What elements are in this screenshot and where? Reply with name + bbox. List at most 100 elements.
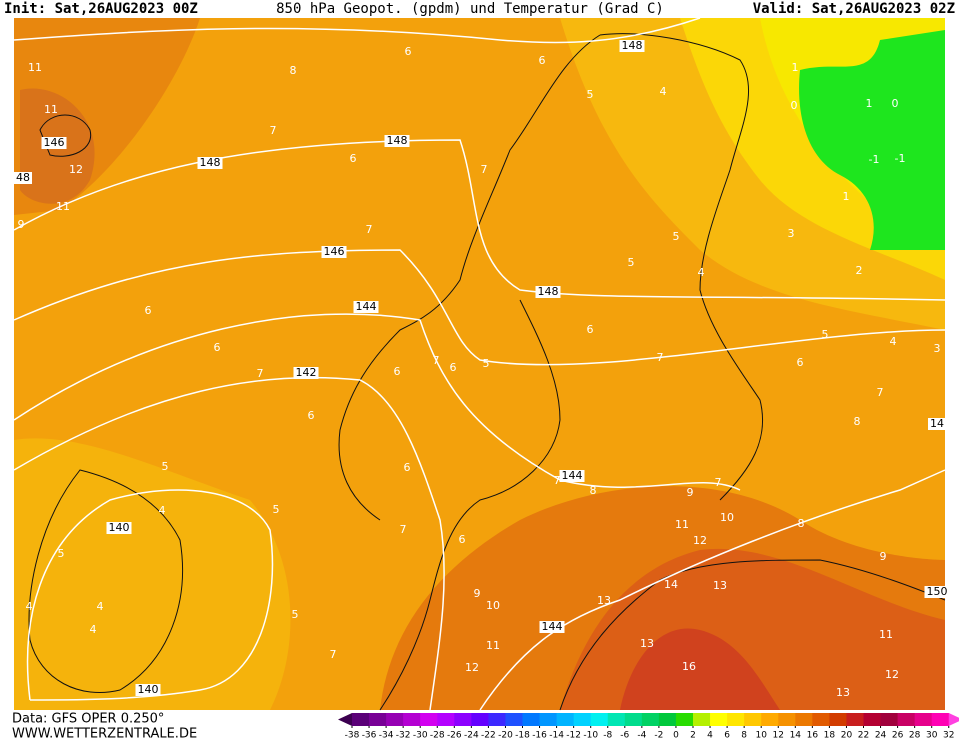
geopotential-contours [13, 17, 946, 711]
colorbar-label: 10 [755, 731, 767, 741]
geopotential-label: 148 [538, 285, 559, 298]
geopotential-label: 140 [138, 683, 159, 696]
contour [13, 139, 946, 301]
temperature-label: 7 [481, 163, 488, 176]
colorbar-arrow [948, 713, 959, 726]
temperature-label: 12 [465, 661, 479, 674]
temperature-label: 9 [474, 587, 481, 600]
colorbar-segment [437, 713, 455, 726]
colorbar-segment [624, 713, 643, 726]
colorbar-label: -22 [481, 731, 496, 741]
geopotential-label: 144 [542, 620, 563, 633]
temperature-label: 1 [792, 61, 799, 74]
temperature-label: 2 [856, 264, 863, 277]
temperature-label: 5 [162, 460, 169, 473]
temperature-label: 9 [880, 550, 887, 563]
temperature-label: 14 [664, 578, 678, 591]
init-time: Init: Sat,26AUG2023 00Z [4, 1, 198, 17]
colorbar-label: -32 [396, 731, 411, 741]
temperature-label: 7 [330, 648, 337, 661]
temperature-label: 11 [56, 200, 70, 213]
temperature-label: 5 [628, 256, 635, 269]
geopotential-label-box [619, 40, 645, 52]
colorbar-segment [658, 713, 677, 726]
temperature-label: 5 [58, 547, 65, 560]
map: 1481481481461461441421481441441401401501… [13, 17, 950, 711]
geopotential-label-box [924, 586, 950, 598]
colorbar-segment [607, 713, 626, 726]
temperature-label: 6 [308, 409, 315, 422]
contour [13, 376, 445, 711]
colorbar-segment [744, 713, 762, 726]
temperature-label: 13 [836, 686, 850, 699]
geopotential-label-box [197, 157, 223, 169]
colorbar-label: -6 [620, 731, 629, 741]
colorbar-segment [403, 713, 421, 726]
temperature-label: 8 [290, 64, 297, 77]
geopotential-label: 150 [927, 585, 948, 598]
temperature-label: 6 [405, 45, 412, 58]
colorbar-segment [369, 713, 387, 726]
colorbar-label: -20 [498, 731, 513, 741]
website: WWW.WETTERZENTRALE.DE [12, 727, 197, 741]
colorbar-segment [795, 713, 813, 726]
colorbar-segment [880, 713, 899, 726]
data-source: Data: GFS OPER 0.250° [12, 712, 164, 727]
geopotential-label-box [14, 172, 32, 184]
temperature-label: 10 [720, 511, 734, 524]
colorbar-segment [710, 713, 728, 726]
colorbar-label: -38 [345, 731, 360, 741]
temperature-label: -1 [869, 153, 880, 166]
colorbar-label: 22 [858, 731, 869, 741]
temp-zone [799, 30, 945, 250]
geopotential-label: 14 [930, 417, 944, 430]
colorbar-segment [829, 713, 847, 726]
colorbar-label: -18 [515, 731, 530, 741]
temperature-label: 12 [693, 534, 707, 547]
geopotential-label: 148 [622, 39, 643, 52]
temperature-label: 5 [822, 328, 829, 341]
temperature-label: 3 [788, 227, 795, 240]
colorbar-segment [352, 713, 370, 726]
temperature-label: 7 [877, 386, 884, 399]
temperature-label: 6 [539, 54, 546, 67]
colorbar-label: 14 [790, 731, 802, 741]
temperature-label: 10 [486, 599, 500, 612]
geopotential-label: 48 [16, 171, 30, 184]
temperature-label: 4 [26, 600, 33, 613]
colorbar-label: 18 [824, 731, 836, 741]
temperature-label: 11 [879, 628, 893, 641]
temperature-label: 5 [273, 503, 280, 516]
colorbar-label: -4 [637, 731, 646, 741]
temperature-label: 11 [44, 103, 58, 116]
colorbar-label: -14 [549, 731, 564, 741]
temperature-label: 16 [682, 660, 696, 673]
geopotential-label-box [293, 367, 319, 379]
colorbar-segment [454, 713, 472, 726]
coastline [28, 469, 183, 694]
temperature-label: 5 [292, 608, 299, 621]
temperature-label: 7 [257, 367, 264, 380]
colorbar-segment [914, 713, 933, 726]
temperature-label: 0 [791, 99, 798, 112]
temperature-label: 4 [90, 623, 97, 636]
contour [13, 249, 946, 366]
colorbar-label: 32 [943, 731, 954, 741]
temperature-label: 8 [590, 484, 597, 497]
temperature-label: 5 [483, 357, 490, 370]
temperature-label: 6 [450, 361, 457, 374]
temperature-label: 11 [675, 518, 689, 531]
contour [479, 469, 946, 711]
temperature-label: 7 [433, 354, 440, 367]
geopotential-label: 146 [324, 245, 345, 258]
colorbar-arrow [338, 713, 352, 726]
temperature-label: 4 [97, 600, 104, 613]
temperature-label: 0 [892, 97, 899, 110]
colorbar-segment [675, 713, 694, 726]
geopotential-label-box [321, 246, 347, 258]
temperature-label: 8 [798, 517, 805, 530]
colorbar-label: -2 [654, 731, 663, 741]
temperature-label: 6 [459, 533, 466, 546]
temperature-label: 4 [890, 335, 897, 348]
